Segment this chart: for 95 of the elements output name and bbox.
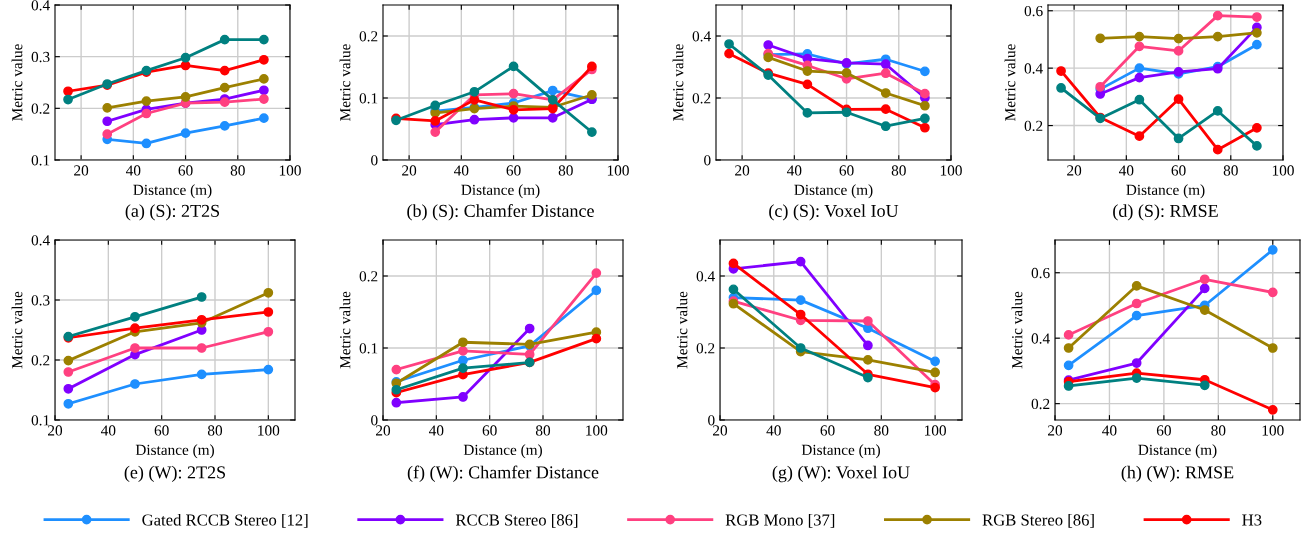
x-tick-label: 40 bbox=[786, 165, 802, 176]
x-tick-label: 20 bbox=[48, 425, 63, 436]
legend-label: RCCB Stereo [86] bbox=[455, 513, 578, 528]
x-tick-label: 100 bbox=[279, 165, 301, 176]
y-axis-title: Metric value bbox=[672, 44, 684, 121]
y-tick-label: 0 bbox=[704, 155, 711, 166]
y-tick-label: 0.4 bbox=[1024, 63, 1043, 74]
y-tick-label: 0.3 bbox=[31, 51, 50, 63]
legend-label: RGB Stereo [86] bbox=[982, 513, 1094, 528]
y-axis-title: Metric value bbox=[1004, 44, 1016, 121]
x-tick-label: 40 bbox=[453, 165, 469, 176]
text: (b) (S): Chamfer Distance bbox=[407, 204, 594, 221]
x-tick-label: 80 bbox=[1211, 425, 1226, 436]
x-axis-title: Distance (m) bbox=[133, 184, 212, 199]
x-tick-label: 40 bbox=[1102, 425, 1117, 436]
x-tick-label: 20 bbox=[1048, 425, 1063, 436]
y-tick-label: 0.2 bbox=[1031, 398, 1050, 410]
x-tick-label: 20 bbox=[735, 165, 750, 176]
y-tick-label: 0.4 bbox=[31, 235, 50, 246]
y-tick-label: 0.1 bbox=[31, 155, 50, 166]
text: (c) (S): Voxel IoU bbox=[769, 204, 899, 221]
y-tick-label: 0.2 bbox=[31, 355, 50, 366]
x-tick-label: 40 bbox=[1118, 165, 1134, 176]
legend-label: H3 bbox=[1242, 514, 1262, 526]
x-tick-label: 60 bbox=[154, 425, 169, 436]
text: (d) (S): RMSE bbox=[1113, 204, 1218, 221]
x-tick-label: 80 bbox=[535, 425, 551, 436]
y-tick-label: 0.6 bbox=[1024, 5, 1043, 17]
x-tick-label: 80 bbox=[207, 425, 223, 436]
x-tick-label: 80 bbox=[891, 165, 906, 176]
x-axis-title: Distance (m) bbox=[801, 444, 880, 459]
y-axis-title: Metric value bbox=[11, 44, 23, 121]
text: (h) (W): RMSE bbox=[1121, 465, 1234, 483]
x-tick-label: 60 bbox=[839, 165, 854, 176]
y-tick-label: 0.2 bbox=[696, 343, 715, 354]
text: (e) (W): 2T2S bbox=[124, 465, 226, 483]
x-tick-label: 60 bbox=[820, 425, 835, 436]
x-tick-label: 60 bbox=[1171, 165, 1186, 176]
x-tick-label: 40 bbox=[125, 165, 141, 176]
x-tick-label: 100 bbox=[258, 425, 280, 436]
x-tick-label: 60 bbox=[178, 165, 193, 176]
x-tick-label: 40 bbox=[428, 425, 444, 436]
y-tick-label: 0.4 bbox=[1031, 333, 1050, 344]
y-tick-label: 0.1 bbox=[359, 93, 378, 104]
x-tick-label: 100 bbox=[940, 165, 962, 176]
x-tick-label: 40 bbox=[100, 425, 116, 436]
text: (a) (S): 2T2S bbox=[125, 204, 220, 221]
y-tick-label: 0.1 bbox=[359, 343, 378, 354]
y-axis-title: Metric value bbox=[11, 291, 23, 369]
x-tick-label: 20 bbox=[376, 425, 391, 436]
y-tick-label: 0.4 bbox=[696, 271, 715, 282]
text: (f) (W): Chamfer Distance bbox=[407, 465, 599, 483]
y-tick-label: 0.1 bbox=[31, 415, 50, 426]
x-tick-label: 60 bbox=[1156, 425, 1171, 436]
legend-label: Gated RCCB Stereo [12] bbox=[142, 513, 308, 528]
y-tick-label: 0.2 bbox=[31, 103, 50, 114]
x-tick-label: 20 bbox=[1067, 165, 1082, 176]
x-axis-title: Distance (m) bbox=[135, 444, 214, 459]
x-tick-label: 80 bbox=[230, 165, 245, 176]
x-axis-title: Distance (m) bbox=[794, 184, 873, 199]
text: (g) (W): Voxel IoU bbox=[772, 465, 910, 483]
y-tick-label: 0 bbox=[708, 415, 715, 426]
x-tick-label: 80 bbox=[1223, 165, 1238, 176]
x-axis-title: Distance (m) bbox=[461, 184, 540, 199]
x-tick-label: 40 bbox=[766, 425, 781, 436]
x-tick-label: 60 bbox=[482, 425, 497, 436]
x-tick-label: 100 bbox=[1262, 425, 1284, 436]
y-axis-title: Metric value bbox=[339, 291, 351, 369]
y-axis-title: Metric value bbox=[339, 44, 351, 121]
legend-label: RGB Mono [37] bbox=[725, 513, 835, 528]
x-tick-label: 80 bbox=[874, 425, 889, 436]
x-tick-label: 100 bbox=[925, 425, 946, 436]
y-axis-title: Metric value bbox=[676, 291, 688, 369]
x-tick-label: 20 bbox=[74, 165, 89, 176]
x-tick-label: 60 bbox=[506, 165, 521, 176]
y-tick-label: 0.3 bbox=[31, 295, 50, 306]
x-tick-label: 100 bbox=[607, 165, 629, 176]
y-tick-label: 0.2 bbox=[359, 271, 378, 282]
y-tick-label: 0.2 bbox=[1024, 120, 1043, 132]
y-tick-label: 0.6 bbox=[1031, 267, 1050, 279]
x-axis-title: Distance (m) bbox=[1138, 444, 1217, 459]
y-axis-title: Metric value bbox=[1011, 291, 1023, 369]
x-tick-label: 100 bbox=[586, 425, 608, 436]
y-tick-label: 0.2 bbox=[692, 93, 711, 104]
y-tick-label: 0 bbox=[371, 155, 378, 166]
x-tick-label: 20 bbox=[713, 425, 728, 436]
x-tick-label: 20 bbox=[402, 165, 417, 176]
y-tick-label: 0 bbox=[371, 415, 378, 426]
x-tick-label: 100 bbox=[1272, 165, 1294, 176]
y-tick-label: 0.4 bbox=[31, 0, 50, 11]
x-axis-title: Distance (m) bbox=[1126, 184, 1205, 199]
y-tick-label: 0.4 bbox=[692, 31, 711, 42]
x-tick-label: 80 bbox=[558, 165, 573, 176]
x-axis-title: Distance (m) bbox=[463, 444, 542, 459]
y-tick-label: 0.2 bbox=[359, 31, 378, 42]
